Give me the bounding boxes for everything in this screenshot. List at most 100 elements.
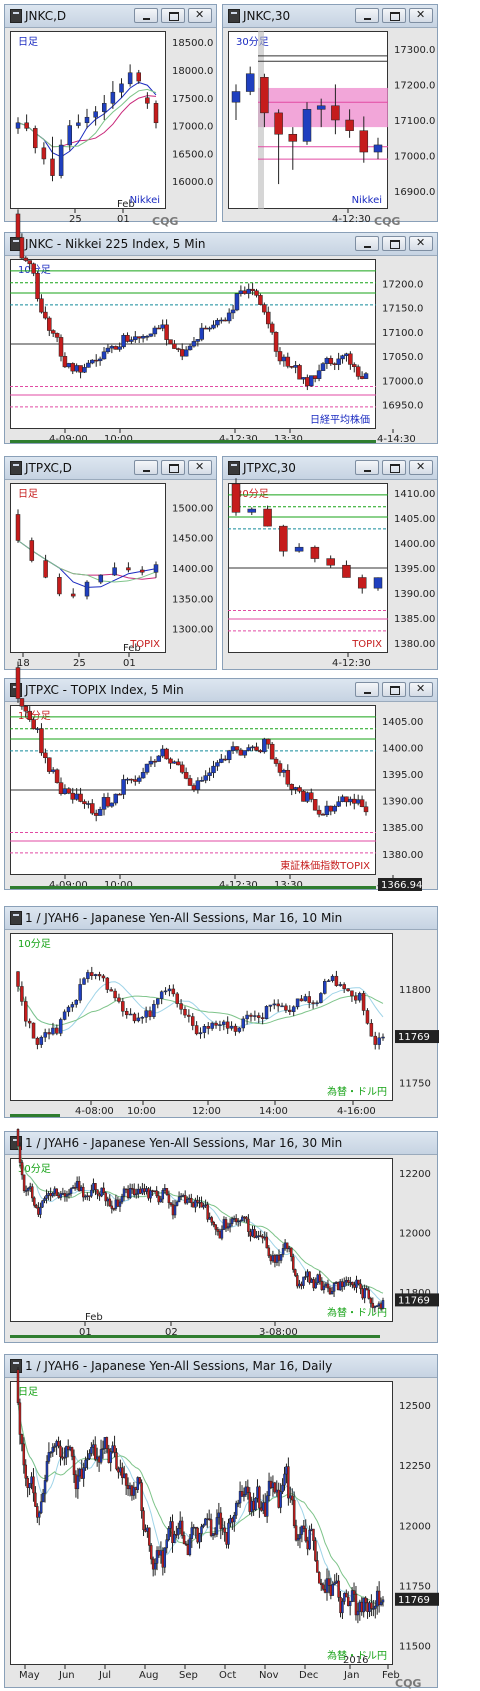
plot-area[interactable] <box>10 1381 393 1665</box>
candle-body <box>309 792 314 800</box>
plot-area[interactable] <box>10 933 393 1101</box>
candle-body <box>27 710 32 720</box>
title-bar[interactable]: JNKC - Nikkei 225 Index, 5 Min <box>5 233 437 256</box>
candle-body <box>86 362 91 368</box>
candle-body <box>345 1280 348 1283</box>
candle-body <box>70 1447 74 1457</box>
minimize-button[interactable] <box>355 460 379 475</box>
minimize-button[interactable] <box>134 8 158 23</box>
close-button[interactable] <box>188 8 212 23</box>
maximize-button[interactable] <box>161 8 185 23</box>
x-tick-label: 4-12:30 <box>219 434 258 445</box>
candle-body <box>84 116 90 124</box>
candle-body <box>20 1434 24 1445</box>
scrollbar[interactable] <box>10 440 376 443</box>
candle-body <box>206 1026 211 1029</box>
candle-body <box>105 797 111 807</box>
scrollbar[interactable] <box>10 1335 380 1338</box>
scrollbar[interactable] <box>10 886 376 889</box>
close-button[interactable] <box>188 460 212 475</box>
candle-body <box>292 1256 295 1270</box>
y-tick-label: 1380.00 <box>394 639 435 650</box>
plot-area[interactable] <box>10 1158 393 1322</box>
candle-body <box>254 290 259 296</box>
candle-body <box>125 335 130 342</box>
title-bar[interactable]: JTPXC,30 <box>223 457 437 480</box>
title-bar[interactable]: 1 / JYAH6 - Japanese Yen-All Sessions, M… <box>5 1355 437 1378</box>
candle-body <box>39 1036 44 1045</box>
chart-window-nikkei-5min[interactable]: JNKC - Nikkei 225 Index, 5 Min 17200.017… <box>4 209 438 445</box>
candle-body <box>136 1017 141 1022</box>
maximize-button[interactable] <box>382 8 406 23</box>
maximize-button[interactable] <box>161 460 185 475</box>
chart-window-jyah6-30min[interactable]: 1 / JYAH6 - Japanese Yen-All Sessions, M… <box>4 1128 439 1343</box>
close-button[interactable] <box>409 460 433 475</box>
scrollbar[interactable] <box>10 1114 60 1117</box>
candle-body <box>16 1129 20 1147</box>
candle-body <box>338 984 343 986</box>
title-bar[interactable]: JNKC,D <box>5 5 216 28</box>
close-button[interactable] <box>409 236 433 251</box>
candle-body <box>137 1188 140 1195</box>
chart-svg: 1180011775117504-08:0010:0012:0014:004-1… <box>16 938 439 1117</box>
candle-body <box>58 782 64 795</box>
maximize-button[interactable] <box>382 236 406 251</box>
candle-body <box>181 1195 185 1197</box>
minimize-button[interactable] <box>134 460 158 475</box>
candle-body <box>289 366 294 368</box>
chart-window-jnkc-30min[interactable]: JNKC,30 17300.0 17200.0 17100.0 17000.0 1690… <box>222 4 438 228</box>
chart-window-jyah6-daily[interactable]: 1 / JYAH6 - Japanese Yen-All Sessions, M… <box>4 1354 439 1690</box>
chart-window-topix-5min[interactable]: JTPXC - TOPIX Index, 5 Min 1405.00 1400.0… <box>4 661 438 891</box>
candle-body <box>185 1198 189 1204</box>
close-button[interactable] <box>409 682 433 697</box>
last-price-label: 11769 <box>398 1295 430 1306</box>
candle-body <box>97 358 103 362</box>
candle-body <box>219 319 224 322</box>
candle-body <box>287 1247 291 1250</box>
candle-body <box>214 1224 218 1230</box>
chart-window-jtpxc-30min[interactable]: JTPXC,30 1410.00 1405.00 1400.00 1395.00 139… <box>222 456 438 670</box>
title-bar[interactable]: JTPXC - TOPIX Index, 5 Min <box>5 679 437 702</box>
candle-body <box>352 1590 356 1595</box>
y-tick-label: 1400.00 <box>394 539 435 550</box>
candle-body <box>236 1220 240 1223</box>
plot-area[interactable] <box>10 483 166 653</box>
candle-body <box>117 346 122 350</box>
candle-body <box>299 998 304 1002</box>
title-bar[interactable]: JTPXC,D <box>5 457 216 480</box>
maximize-button[interactable] <box>382 460 406 475</box>
candle-body <box>43 1198 46 1201</box>
candle-body <box>274 112 283 135</box>
minimize-button[interactable] <box>355 682 379 697</box>
candle-body <box>90 359 95 364</box>
candle-body <box>43 1032 47 1038</box>
close-button[interactable] <box>409 8 433 23</box>
candle-body <box>254 746 259 751</box>
y-tick-label: 12250 <box>399 1461 431 1472</box>
minimize-button[interactable] <box>355 236 379 251</box>
candle-body <box>369 1298 373 1304</box>
candle-body <box>47 317 52 331</box>
title-bar[interactable]: 1 / JYAH6 - Japanese Yen-All Sessions, M… <box>5 907 437 930</box>
chart-window-jyah6-10min[interactable]: 1 / JYAH6 - Japanese Yen-All Sessions, M… <box>4 906 439 1118</box>
timeframe-label: 日足 <box>18 488 38 500</box>
x-tick-label: 25 <box>69 214 82 225</box>
candle-body <box>346 1596 350 1606</box>
candle-body <box>250 288 255 292</box>
y-tick-label: 1400.00 <box>382 744 423 755</box>
y-tick-label: 1395.00 <box>394 564 435 575</box>
maximize-button[interactable] <box>382 682 406 697</box>
title-bar[interactable]: 1 / JYAH6 - Japanese Yen-All Sessions, M… <box>5 1132 437 1155</box>
candle-body <box>312 799 318 811</box>
candle-body <box>191 341 197 347</box>
candle-body <box>78 365 83 373</box>
minimize-button[interactable] <box>355 8 379 23</box>
candle-body <box>379 1303 383 1309</box>
timeframe-label: 30分足 <box>236 488 269 500</box>
candle-body <box>121 779 126 795</box>
chart-window-jnkc-daily[interactable]: JNKC,D 18500.0 18000.0 17500.0 17000.0 16500… <box>4 4 217 228</box>
candle-body <box>145 1188 148 1192</box>
candle-body <box>155 1190 158 1197</box>
chart-window-jtpxc-daily[interactable]: JTPXC,D 1500.00 1450.00 1400.00 1350.00 1300… <box>4 456 217 670</box>
title-bar[interactable]: JNKC,30 <box>223 5 437 28</box>
